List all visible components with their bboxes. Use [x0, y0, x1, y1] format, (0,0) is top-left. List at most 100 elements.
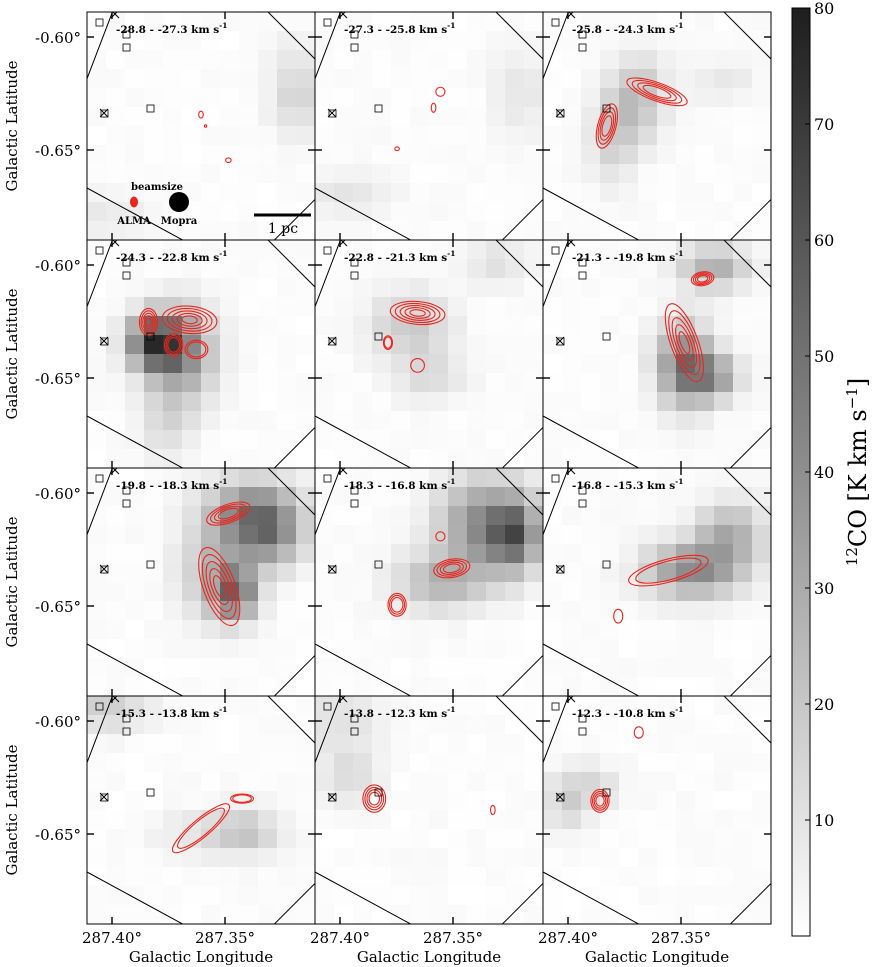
source-marker-square [578, 30, 587, 39]
intensity-pixel [600, 50, 620, 70]
intensity-pixel [524, 563, 543, 583]
intensity-pixel [581, 810, 601, 830]
intensity-pixel [467, 449, 487, 468]
intensity-pixel [733, 392, 753, 412]
intensity-pixel [277, 278, 297, 298]
intensity-pixel [676, 164, 696, 184]
intensity-pixel [562, 639, 582, 659]
intensity-pixel [296, 506, 315, 526]
intensity-pixel [182, 12, 202, 32]
intensity-pixel [372, 259, 392, 279]
intensity-pixel [467, 506, 487, 526]
intensity-pixel [353, 848, 373, 868]
intensity-pixel [448, 677, 468, 696]
intensity-pixel [714, 202, 734, 222]
intensity-pixel [619, 525, 639, 545]
intensity-pixel [562, 50, 582, 70]
intensity-pixel [296, 316, 315, 336]
intensity-pixel [524, 430, 543, 450]
intensity-pixel [372, 468, 392, 488]
intensity-pixel [182, 753, 202, 773]
intensity-pixel [695, 392, 715, 412]
intensity-pixel [695, 126, 715, 146]
intensity-pixel [220, 31, 240, 51]
intensity-pixel [524, 316, 543, 336]
intensity-pixel [87, 145, 107, 165]
boundary-line [543, 643, 640, 696]
intensity-pixel [505, 164, 525, 184]
intensity-pixel [106, 316, 126, 336]
intensity-pixel [429, 259, 449, 279]
intensity-pixel [429, 772, 449, 792]
intensity-pixel [638, 753, 658, 773]
intensity-pixel [391, 145, 411, 165]
y-tick-label: -0.65° [35, 598, 81, 616]
intensity-pixel [638, 487, 658, 507]
intensity-pixel [429, 221, 449, 240]
intensity-pixel [334, 867, 354, 887]
intensity-pixel [752, 164, 771, 184]
intensity-pixel [163, 506, 183, 526]
source-marker-square [374, 332, 383, 341]
intensity-pixel [448, 772, 468, 792]
intensity-pixel [144, 50, 164, 70]
intensity-pixel [353, 620, 373, 640]
intensity-pixel [410, 639, 430, 659]
alma-contour [637, 82, 677, 102]
intensity-pixel [714, 107, 734, 127]
intensity-pixel [429, 658, 449, 678]
intensity-pixel [144, 126, 164, 146]
colorbar-tick-label: 50 [814, 347, 834, 366]
intensity-pixel [638, 107, 658, 127]
intensity-pixel [752, 88, 771, 108]
y-axis-label: Galactic Latitude [3, 288, 21, 419]
intensity-pixel [524, 88, 543, 108]
intensity-pixel [296, 848, 315, 868]
boundary-line [273, 654, 315, 696]
intensity-pixel [505, 392, 525, 412]
intensity-pixel [676, 145, 696, 165]
intensity-pixel [372, 582, 392, 602]
intensity-pixel [239, 69, 259, 89]
intensity-pixel [315, 297, 335, 317]
intensity-pixel [220, 297, 240, 317]
intensity-pixel [353, 88, 373, 108]
intensity-pixel [638, 734, 658, 754]
intensity-pixel [277, 867, 297, 887]
intensity-pixel [334, 810, 354, 830]
intensity-pixel [676, 772, 696, 792]
intensity-pixel [638, 278, 658, 298]
intensity-pixel [163, 259, 183, 279]
intensity-pixel [410, 867, 430, 887]
intensity-pixel [87, 544, 107, 564]
intensity-pixel [315, 829, 335, 849]
intensity-pixel [714, 639, 734, 659]
intensity-pixel [505, 886, 525, 906]
intensity-pixel [505, 202, 525, 222]
intensity-pixel [239, 848, 259, 868]
intensity-pixel [182, 582, 202, 602]
intensity-pixel [733, 601, 753, 621]
intensity-pixel [638, 411, 658, 431]
source-marker-square [122, 43, 131, 52]
intensity-pixel [562, 107, 582, 127]
source-marker-square [578, 271, 587, 280]
intensity-pixel [277, 31, 297, 51]
intensity-pixel [391, 810, 411, 830]
intensity-pixel [619, 126, 639, 146]
intensity-pixel [505, 829, 525, 849]
alma-contour [694, 273, 711, 284]
intensity-pixel [429, 50, 449, 70]
intensity-pixel [619, 791, 639, 811]
intensity-pixel [277, 715, 297, 735]
intensity-pixel [733, 487, 753, 507]
intensity-pixel [334, 563, 354, 583]
alma-contour [642, 84, 672, 99]
intensity-pixel [733, 829, 753, 849]
boundary-line [267, 468, 315, 516]
intensity-pixel [467, 582, 487, 602]
intensity-pixel [486, 240, 506, 260]
intensity-pixel [410, 563, 430, 583]
intensity-pixel [467, 88, 487, 108]
intensity-pixel [220, 107, 240, 127]
